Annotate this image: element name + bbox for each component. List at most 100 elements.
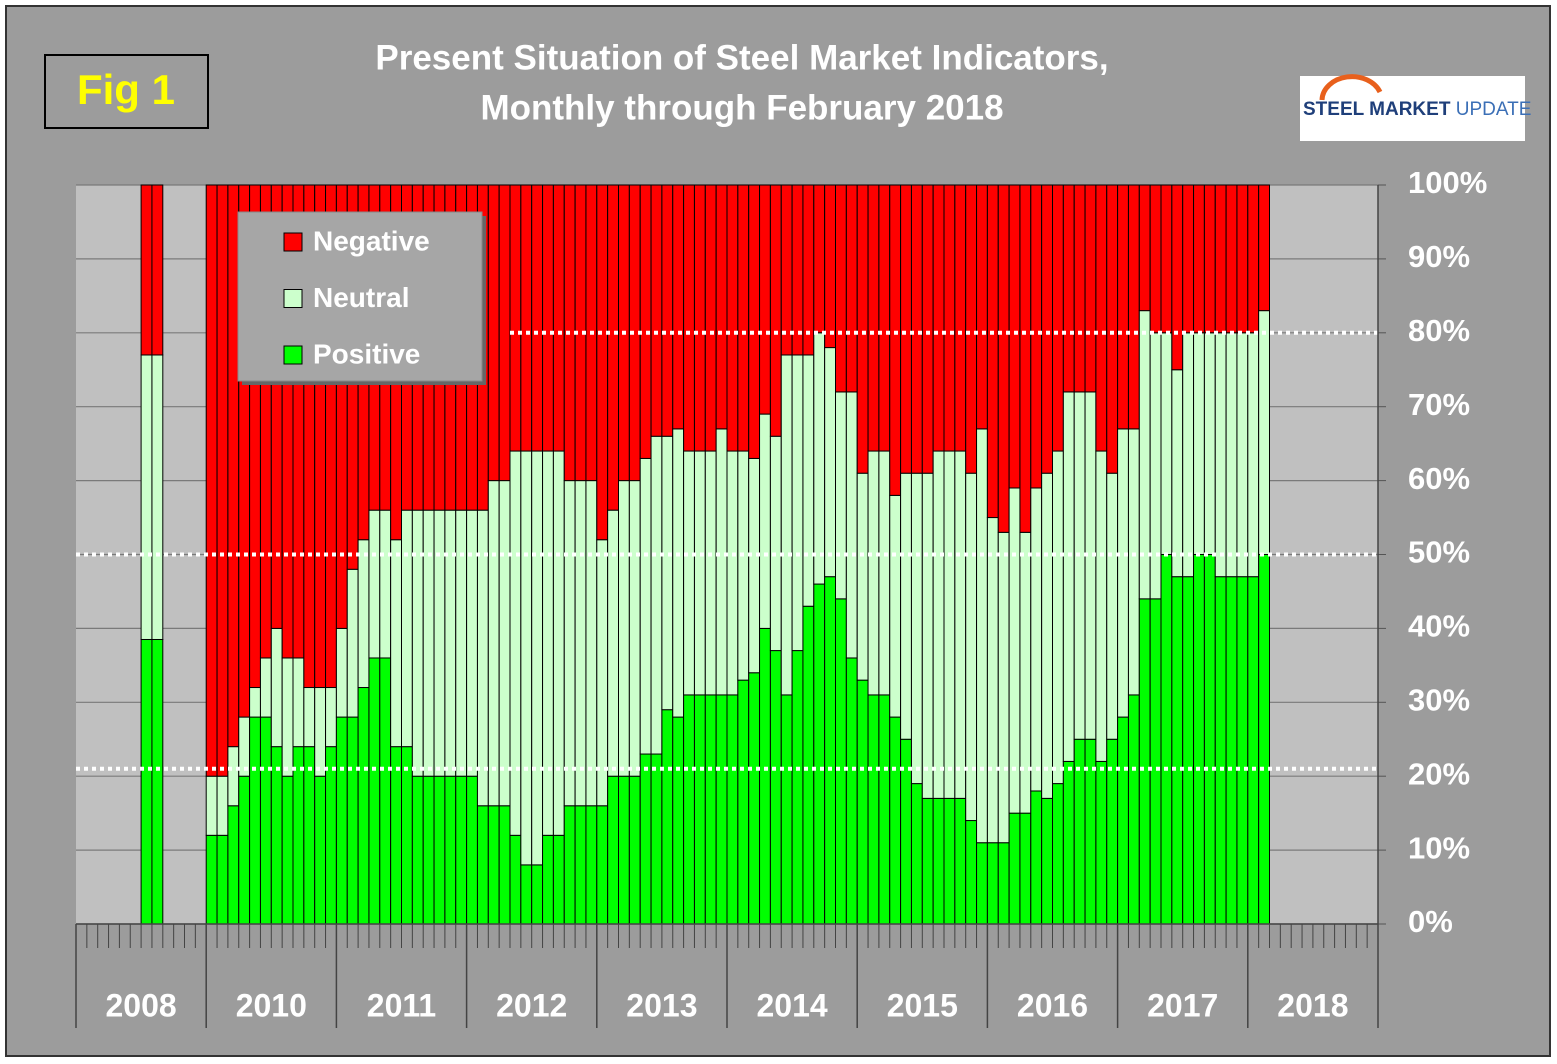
bar-segment (487, 805, 500, 925)
bar-segment (1062, 391, 1075, 762)
bar-segment (878, 450, 891, 696)
bar-segment (910, 783, 923, 925)
bar-segment (151, 184, 164, 356)
bar-segment (650, 753, 663, 925)
bar-segment (693, 450, 706, 696)
bar-segment (596, 184, 609, 541)
bar-segment (1247, 332, 1260, 578)
bar-segment (639, 457, 652, 755)
bar-segment (1182, 332, 1195, 578)
bar-segment (965, 184, 978, 474)
bar-segment (954, 450, 967, 799)
bar-segment (997, 184, 1010, 533)
bar-segment (954, 797, 967, 925)
bar-segment (932, 184, 945, 452)
legend-label: Positive (313, 338, 420, 369)
bar-segment (704, 694, 717, 925)
bar-segment (1225, 184, 1238, 334)
bar-segment (487, 480, 500, 807)
x-group-label: 2012 (496, 987, 567, 1023)
bar-segment (466, 509, 478, 777)
bar-segment (205, 184, 218, 777)
bar-segment (910, 184, 923, 474)
bar-segment (531, 450, 544, 866)
bar-segment (563, 805, 576, 925)
bar-segment (835, 598, 847, 925)
bar-segment (335, 627, 348, 718)
bar-segment (672, 716, 685, 925)
bar-segment (498, 184, 511, 482)
bar-segment (889, 716, 902, 925)
bar-segment (509, 184, 522, 452)
bar-segment (1203, 554, 1216, 925)
bar-segment (661, 709, 674, 925)
bar-segment (1019, 531, 1032, 814)
bar-segment (1084, 391, 1097, 740)
bar-segment (205, 834, 218, 925)
chart-subtitle: Monthly through February 2018 (480, 88, 1003, 127)
bar-segment (693, 184, 706, 452)
bar-segment (900, 472, 912, 740)
y-tick-label: 50% (1408, 535, 1470, 570)
y-tick-label: 0% (1408, 904, 1453, 939)
bar-segment (856, 184, 869, 474)
x-group-label: 2018 (1277, 987, 1348, 1023)
bar-segment (845, 391, 858, 659)
bar-segment (1214, 332, 1227, 578)
bar-segment (303, 746, 316, 925)
bar-segment (1160, 332, 1173, 555)
bar-segment (411, 509, 424, 777)
bar-segment (357, 539, 370, 689)
bar-segment (791, 354, 804, 652)
bar-segment (140, 638, 153, 925)
bar-segment (1117, 428, 1129, 718)
bar-segment (1171, 576, 1184, 925)
bar-segment (1160, 554, 1173, 925)
bar-segment (889, 494, 902, 718)
bar-segment (531, 864, 544, 925)
bar-segment (1258, 554, 1271, 925)
bar-segment (1138, 598, 1151, 925)
bar-segment (824, 347, 837, 578)
bar-segment (1127, 694, 1140, 925)
bar-segment (1258, 310, 1271, 555)
bar-segment (314, 775, 327, 925)
bar-segment (986, 184, 999, 519)
bar-segment (238, 775, 251, 925)
bar-segment (889, 184, 902, 496)
bar-segment (954, 184, 967, 452)
bar-segment (498, 805, 511, 925)
bar-segment (726, 694, 739, 925)
bar-segment (216, 834, 229, 925)
bar-segment (552, 834, 565, 925)
legend: Negative Neutral Positive (237, 211, 486, 385)
bar-segment (845, 184, 858, 393)
bar-segment (769, 184, 782, 437)
bar-segment (1008, 487, 1021, 814)
bar-segment (259, 716, 272, 925)
bar-segment (943, 450, 956, 799)
bar-segment (1008, 812, 1021, 925)
bar-segment (401, 746, 413, 925)
bar-segment (813, 184, 826, 334)
y-tick-label: 80% (1408, 313, 1470, 348)
bar-segment (1193, 332, 1205, 555)
bar-segment (335, 716, 348, 925)
bar-segment (1095, 184, 1108, 452)
bar-segment (227, 184, 240, 748)
bar-segment (997, 842, 1010, 925)
bar-segment (1062, 184, 1075, 393)
bar-segment (661, 435, 674, 711)
bar-segment (1041, 184, 1054, 474)
bar-segment (1127, 184, 1140, 430)
bar-segment (1149, 598, 1162, 925)
bar-segment (1138, 184, 1151, 312)
bar-segment (357, 687, 370, 925)
bar-segment (976, 428, 988, 844)
bar-segment (1030, 790, 1043, 925)
bar-segment (639, 184, 652, 459)
bar-segment (791, 650, 804, 925)
bar-segment (216, 184, 229, 777)
bar-segment (520, 450, 533, 866)
